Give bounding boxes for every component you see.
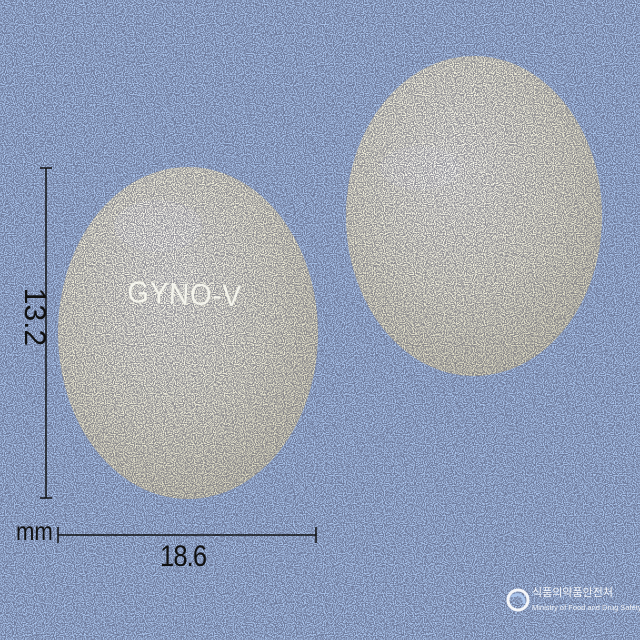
width-dimension-line <box>57 527 317 543</box>
tablet-imprint: GYNO-V <box>126 276 243 314</box>
width-value: 18.6 <box>160 540 207 573</box>
height-value: 13.2 <box>18 287 51 347</box>
watermark: 식품의약품안전처 Ministry of Food and Drug Safet… <box>506 582 640 622</box>
watermark-english: Ministry of Food and Drug Safety <box>532 603 640 612</box>
unit-label: mm <box>16 516 53 546</box>
mfds-logo-icon <box>506 588 530 612</box>
watermark-korean: 식품의약품안전처 <box>532 587 613 599</box>
height-dimension-line <box>40 167 52 499</box>
